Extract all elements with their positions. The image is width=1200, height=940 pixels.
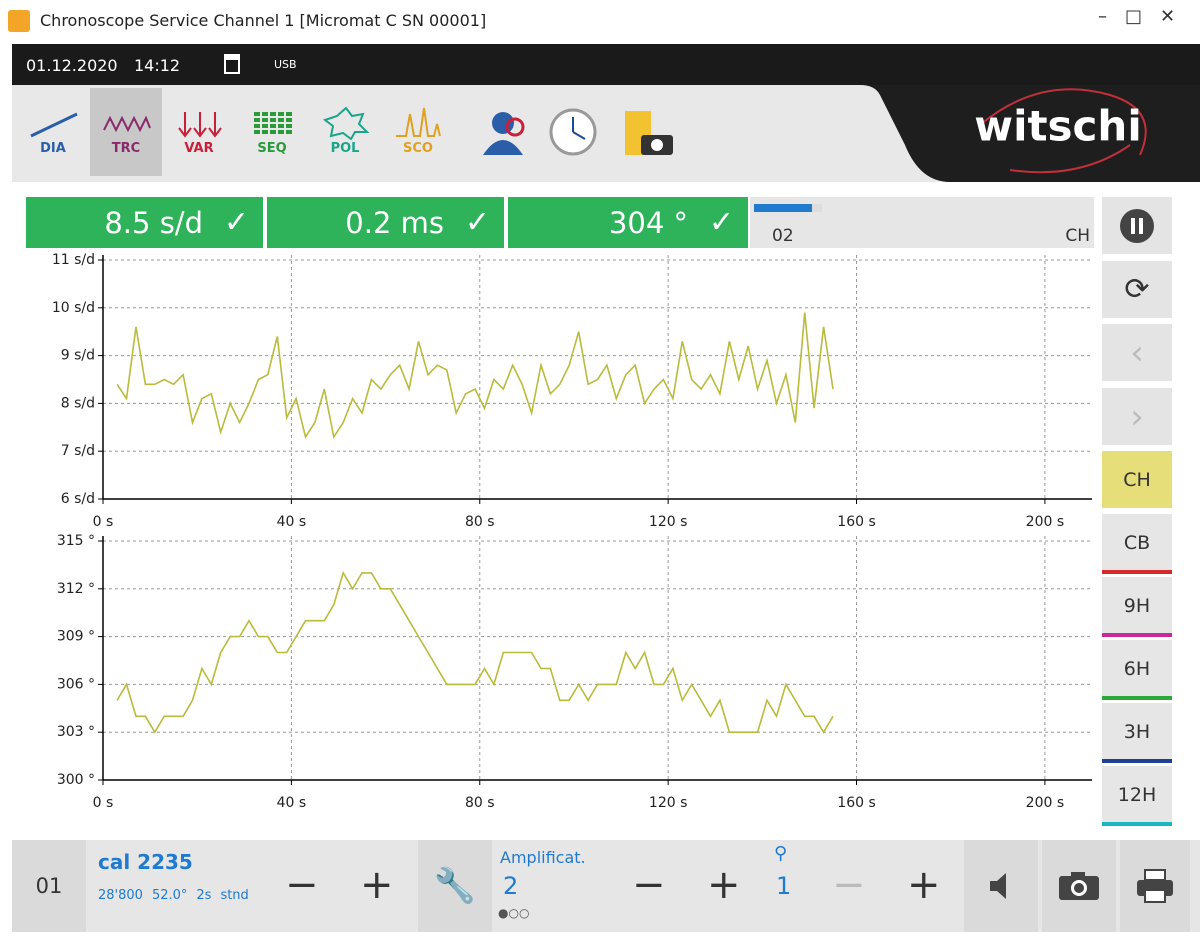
window-title: Chronoscope Service Channel 1 [Micromat … — [40, 11, 487, 30]
series-line — [116, 570, 834, 734]
brand-panel: witschi — [860, 85, 1200, 182]
y-tick-label: 11 s/d — [52, 252, 95, 268]
tool-seq[interactable]: SEQ — [236, 88, 308, 176]
y-tick-label: 9 s/d — [61, 348, 95, 364]
position-stripe — [1102, 696, 1172, 700]
app-icon — [8, 10, 30, 32]
time: 14:12 — [134, 56, 181, 75]
tool-sco[interactable]: SCO — [382, 88, 454, 176]
x-tick-label: 160 s — [837, 795, 875, 811]
y-tick-label: 315 ° — [57, 533, 95, 549]
interval: 2s — [196, 888, 212, 903]
camera-button[interactable] — [1042, 840, 1116, 932]
rate: 8.5 s/d — [104, 205, 203, 240]
y-tick-label: 8 s/d — [61, 395, 95, 411]
amplification: 2 — [503, 872, 519, 900]
amplification-label: Amplificat. — [500, 848, 586, 867]
tool-var[interactable]: VAR — [163, 88, 235, 176]
page-dots: ●○○ — [498, 906, 530, 920]
y-tick-label: 303 ° — [57, 724, 95, 740]
y-tick-label: 309 ° — [57, 629, 95, 645]
tool-label: SEQ — [257, 141, 287, 156]
window-controls[interactable]: –□✕ — [1098, 6, 1194, 27]
print-button[interactable] — [1120, 840, 1190, 932]
brand: witschi — [974, 102, 1141, 151]
utility-icons[interactable] — [475, 105, 685, 160]
tool-label: POL — [330, 141, 360, 156]
device-icon — [224, 54, 240, 74]
position-button[interactable]: 6H — [1102, 640, 1172, 700]
cal-plus[interactable]: + — [360, 862, 394, 908]
mode: stnd — [220, 888, 249, 903]
position-button[interactable]: 12H — [1102, 766, 1172, 826]
x-tick-label: 40 s — [277, 795, 307, 811]
tool-label: TRC — [111, 141, 141, 156]
rate-readout: 8.5 s/d ✓ — [26, 197, 263, 248]
next-button[interactable]: › — [1102, 388, 1172, 445]
x-tick-label: 0 s — [93, 795, 114, 811]
settings: 28'800 52.0° 2s stnd — [98, 888, 249, 903]
tool-pol[interactable]: POL — [309, 88, 381, 176]
y-tick-label: 312 ° — [57, 581, 95, 597]
port: USB — [274, 58, 297, 71]
x-tick-label: 200 s — [1026, 514, 1064, 530]
position-button[interactable]: CB — [1102, 514, 1172, 574]
mode: CH — [1065, 226, 1090, 246]
amplitude-readout: 304 ° ✓ — [508, 197, 748, 248]
frequency: 28'800 — [98, 888, 143, 903]
progress-bar — [754, 204, 812, 212]
position-stripe — [1102, 570, 1172, 574]
y-tick-label: 10 s/d — [52, 300, 95, 316]
zoom-minus[interactable]: − — [832, 862, 866, 908]
zoom-plus[interactable]: + — [907, 862, 941, 908]
zoom-icon: ⚲ — [774, 843, 788, 864]
amplitude: 304 ° — [608, 205, 688, 240]
charts: 6 s/d 7 s/d 8 s/d 9 s/d 10 s/d 11 s/d 0 s 40 s 8… — [52, 252, 1092, 811]
lift-angle: 52.0° — [151, 888, 188, 903]
progress-panel: 02 CH — [750, 197, 1094, 248]
title-bar: Chronoscope Service Channel 1 [Micromat … — [0, 0, 1200, 42]
position-button[interactable]: CH — [1102, 451, 1172, 508]
position-button[interactable]: 9H — [1102, 577, 1172, 637]
channel[interactable]: 01 — [12, 840, 86, 932]
beat-error-readout: 0.2 ms ✓ — [267, 197, 504, 248]
position-stripe — [1102, 822, 1172, 826]
y-tick-label: 6 s/d — [61, 491, 95, 507]
x-tick-label: 0 s — [93, 514, 114, 530]
cal-minus[interactable]: − — [285, 862, 319, 908]
pause-button[interactable] — [1102, 197, 1172, 254]
position-stripe — [1102, 759, 1172, 763]
status-bar: 01.12.2020 14:12 USB — [12, 44, 1200, 85]
x-tick-label: 40 s — [277, 514, 307, 530]
x-tick-label: 160 s — [837, 514, 875, 530]
x-tick-label: 120 s — [649, 795, 687, 811]
tool-label: SCO — [403, 141, 433, 156]
settings-button[interactable]: 🔧 — [418, 840, 492, 932]
y-tick-label: 306 ° — [57, 676, 95, 692]
tool-dia[interactable]: DIA — [17, 88, 89, 176]
tool-label: VAR — [184, 141, 214, 156]
y-tick-label: 300 ° — [57, 772, 95, 788]
x-tick-label: 80 s — [465, 795, 495, 811]
amp-minus[interactable]: − — [632, 862, 666, 908]
date: 01.12.2020 — [26, 56, 118, 75]
beat-error: 0.2 ms — [345, 205, 444, 240]
sound-button[interactable] — [964, 840, 1038, 932]
x-tick-label: 200 s — [1026, 795, 1064, 811]
series-line — [116, 312, 834, 439]
calibre: cal 2235 — [98, 850, 193, 874]
x-tick-label: 120 s — [649, 514, 687, 530]
amp-plus[interactable]: + — [707, 862, 741, 908]
zoom: 1 — [776, 872, 792, 900]
y-tick-label: 7 s/d — [61, 443, 95, 459]
refresh-button[interactable]: ⟳ — [1102, 261, 1172, 318]
position-button[interactable]: 3H — [1102, 703, 1172, 763]
prev-button[interactable]: ‹ — [1102, 324, 1172, 381]
tool-label: DIA — [40, 141, 66, 156]
x-tick-label: 80 s — [465, 514, 495, 530]
tool-trc[interactable]: TRC — [90, 88, 162, 176]
position-stripe — [1102, 633, 1172, 637]
progress-label: 02 — [772, 226, 794, 246]
